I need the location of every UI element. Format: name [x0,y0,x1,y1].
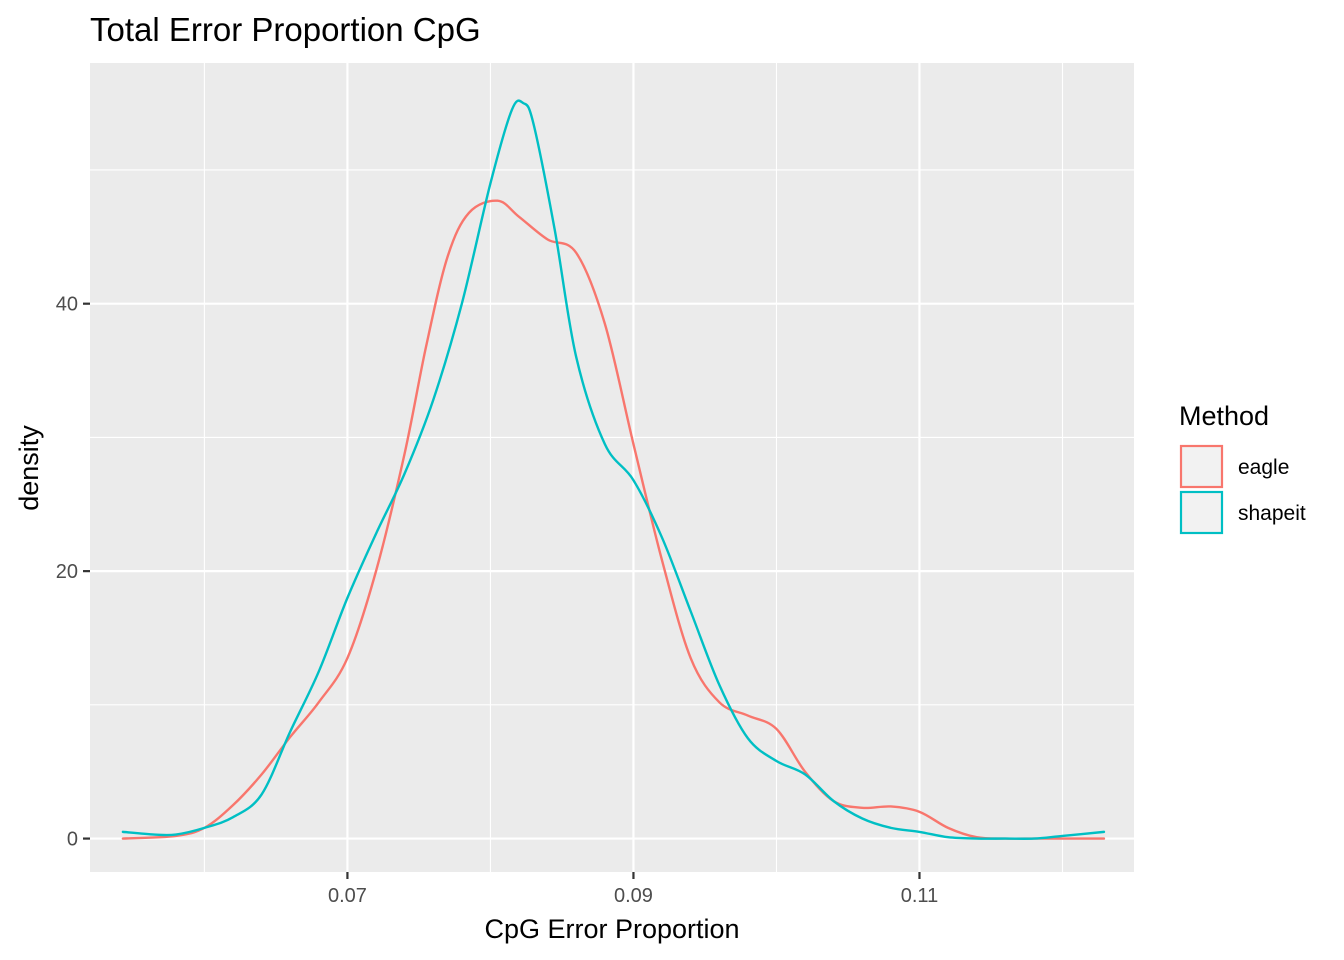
major-gridlines [90,63,1134,872]
minor-gridlines [90,63,1134,872]
y-axis-title: density [14,425,44,511]
x-axis-title: CpG Error Proportion [484,914,739,944]
x-tick-label: 0.09 [614,885,653,907]
legend-title: Method [1179,401,1269,431]
x-tick-label: 0.07 [328,885,367,907]
density-lines [121,99,1106,840]
legend: Method eagle shapeit [1179,401,1306,535]
density-line-shapeit [121,99,1106,840]
x-tick-label: 0.11 [901,885,938,907]
legend-key-eagle [1179,444,1224,489]
density-line-eagle [121,199,1106,840]
legend-key-shapeit [1179,490,1224,535]
chart-title: Total Error Proportion CpG [90,11,481,48]
plot-panel [90,63,1134,872]
legend-label-eagle: eagle [1238,456,1289,479]
y-tick-label: 40 [56,294,78,316]
legend-label-shapeit: shapeit [1238,502,1306,525]
x-axis-ticks: 0.07 0.09 0.11 [328,872,938,907]
y-tick-label: 0 [67,829,78,851]
y-tick-label: 20 [56,561,78,583]
y-axis-ticks: 0 20 40 [56,294,90,851]
